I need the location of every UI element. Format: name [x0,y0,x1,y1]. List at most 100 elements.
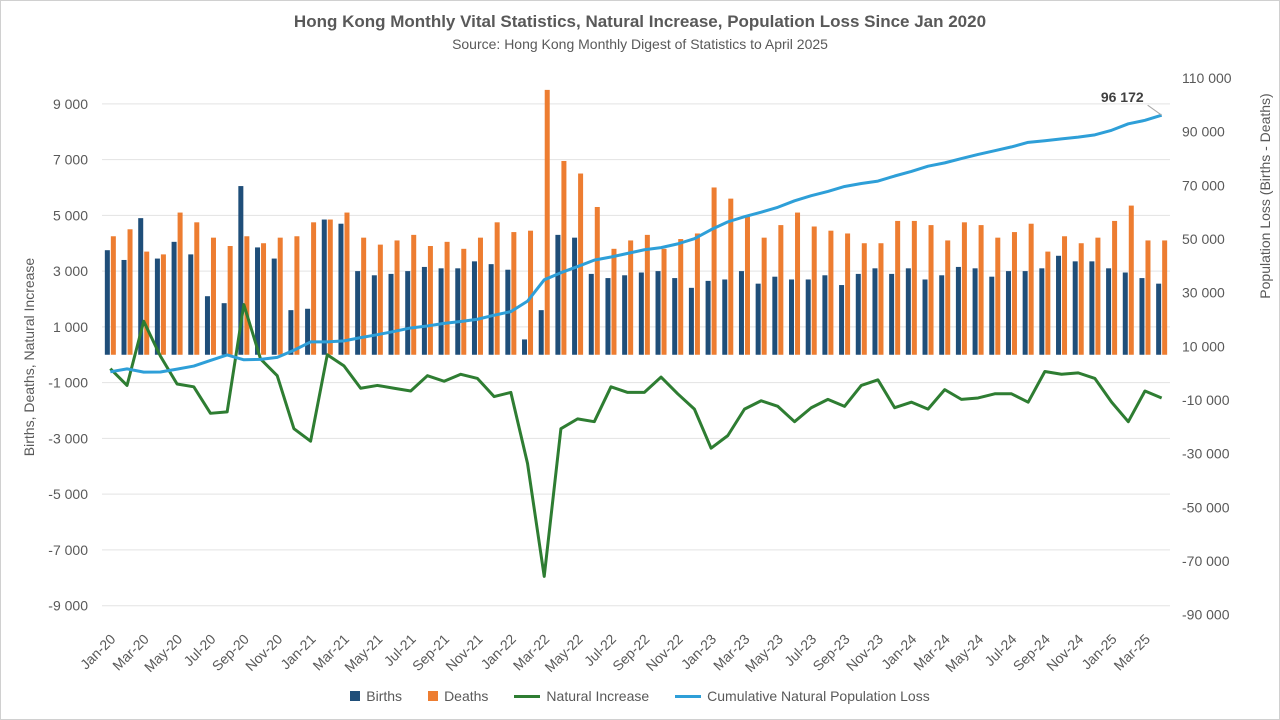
y-tick-label-left: -5 000 [48,486,88,502]
bar-births [188,254,194,355]
y-tick-label-left: -3 000 [48,430,88,446]
bar-deaths [644,234,650,355]
bar-births [705,280,711,355]
bar-deaths [911,220,917,355]
bar-births [355,271,361,355]
bar-births [288,310,294,355]
bar-births [1106,268,1112,355]
bar-deaths [1095,237,1101,355]
x-tick-label: Mar-25 [1110,631,1153,674]
bar-deaths [861,243,867,355]
y-tick-label-left: -7 000 [48,542,88,558]
bar-deaths [1045,251,1051,355]
bar-births [438,268,444,355]
bar-births [989,276,995,355]
x-tick-label: May-20 [141,631,185,675]
legend-item-cumulative-loss: Cumulative Natural Population Loss [675,688,930,704]
bar-deaths [1145,240,1151,355]
annotation-leader [1147,104,1162,116]
bar-births [538,310,544,355]
bar-deaths [1162,240,1168,355]
bar-deaths [828,230,834,355]
bar-births [772,276,778,355]
bar-births [672,278,678,355]
legend-swatch-cumulative-loss [675,694,702,698]
bar-births [755,283,761,355]
bar-births [1139,278,1145,355]
annotation: 96 172 [1101,89,1162,116]
bar-births [271,258,277,355]
y-tick-label-right: 50 000 [1182,231,1225,247]
bar-births [722,279,728,355]
y-tick-label-right: -90 000 [1182,607,1230,623]
bar-births [1039,268,1045,355]
bar-births [889,273,895,355]
y-tick-label-left: 5 000 [53,207,88,223]
y-tick-label-left: 1 000 [53,319,88,335]
bar-births [321,219,327,355]
bar-deaths [811,226,817,355]
legend-label-cumulative-loss: Cumulative Natural Population Loss [707,688,930,704]
x-tick-label: Nov-22 [643,631,686,674]
bar-births [522,339,528,355]
bar-deaths [694,233,700,355]
bar-deaths [411,234,417,355]
x-tick-label: May-24 [942,631,986,675]
x-tick-label: Nov-20 [242,631,285,674]
line-natural-increase [109,303,1163,578]
bar-births [371,275,377,355]
bar-births [488,264,494,355]
bar-births [1056,255,1062,355]
bar-deaths [261,243,267,355]
bar-deaths [494,222,500,355]
legend-label-deaths: Deaths [444,688,489,704]
bar-deaths [928,225,934,355]
bar-births [305,308,311,355]
y-tick-label-right: 90 000 [1182,124,1225,140]
bar-births [138,218,144,355]
bar-deaths [945,240,951,355]
bars [104,89,1168,355]
y-axis-title-left: Births, Deaths, Natural Increase [21,258,37,457]
bar-deaths [961,222,967,355]
bar-births [605,278,611,355]
bar-deaths [895,220,901,355]
bar-births [204,296,210,355]
bar-deaths [711,187,717,355]
y-tick-label-right: -30 000 [1182,446,1230,462]
y-axis-title-right: Population Loss (Births - Deaths) [1257,93,1273,298]
bar-deaths [1011,232,1017,355]
bar-births [1122,272,1128,355]
bar-deaths [344,212,350,355]
y-tick-label-left: -9 000 [48,598,88,614]
lines [109,113,1163,578]
legend: Births Deaths Natural Increase Cumulativ… [0,688,1280,704]
bar-deaths [194,222,200,355]
bar-births [872,268,878,355]
bar-deaths [160,254,166,355]
legend-item-deaths: Deaths [428,688,488,704]
bar-births [171,241,177,355]
bar-births [388,273,394,355]
bar-deaths [244,236,250,355]
bar-deaths [477,237,483,355]
bar-births [1005,271,1011,355]
x-tick-label: May-23 [742,631,786,675]
bar-births [255,247,261,355]
bar-deaths [744,216,750,355]
bar-deaths [294,236,300,355]
bar-deaths [444,241,450,355]
line-cumulative-loss [110,113,1163,374]
bar-births [855,273,861,355]
bar-births [221,303,227,355]
bar-births [154,258,160,355]
bar-births [1022,271,1028,355]
x-tick-label: Nov-21 [442,631,485,674]
bar-births [638,272,644,355]
annotation-label: 96 172 [1101,89,1144,105]
bar-births [455,268,461,355]
bar-births [622,275,628,355]
bar-births [688,287,694,355]
bar-deaths [110,236,116,355]
